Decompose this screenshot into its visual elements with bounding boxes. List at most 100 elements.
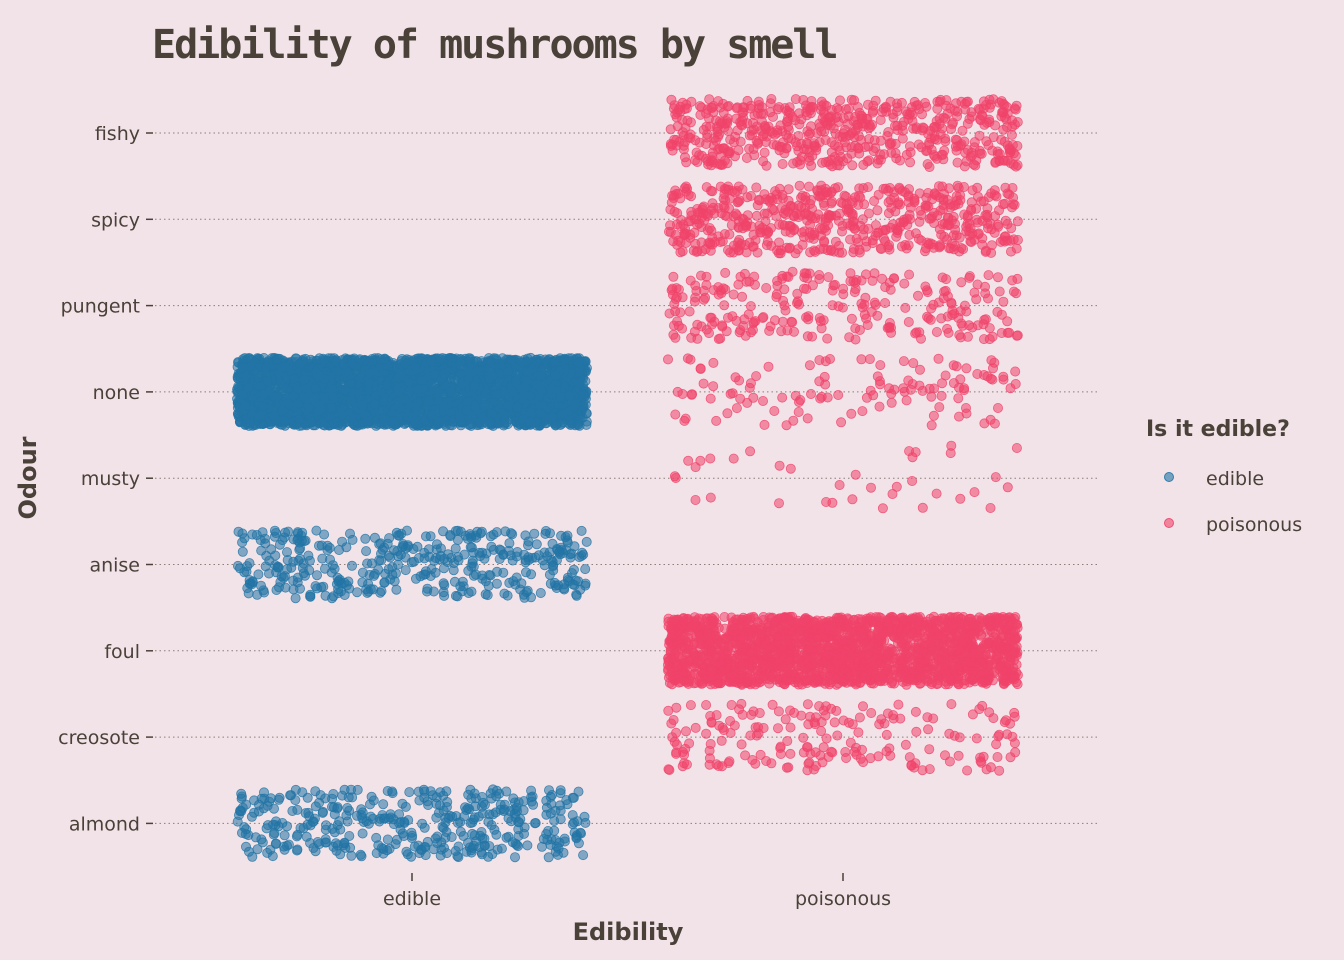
data-point <box>317 807 328 818</box>
data-point <box>298 392 309 403</box>
data-point <box>369 532 380 543</box>
data-point <box>523 540 534 551</box>
data-point <box>841 753 852 764</box>
data-point <box>423 396 434 407</box>
data-point <box>469 380 480 391</box>
data-point <box>311 570 322 581</box>
data-point <box>313 405 324 416</box>
data-point <box>327 390 338 401</box>
data-point <box>469 788 480 799</box>
data-point <box>442 797 453 808</box>
data-point <box>247 529 258 540</box>
data-point <box>256 834 267 845</box>
data-point <box>363 378 374 389</box>
data-point <box>305 820 316 831</box>
data-point <box>531 539 542 550</box>
data-point <box>453 841 464 852</box>
data-point <box>500 526 511 537</box>
data-point <box>239 567 250 578</box>
data-point <box>479 833 490 844</box>
data-point <box>562 530 573 541</box>
data-point <box>425 571 436 582</box>
points-edible-none <box>232 352 592 431</box>
data-point <box>535 588 546 599</box>
data-point <box>425 786 436 797</box>
data-point <box>740 750 751 761</box>
data-point <box>440 817 451 828</box>
data-point <box>281 547 292 558</box>
data-point <box>237 362 248 373</box>
data-point <box>319 420 330 431</box>
data-point <box>681 726 692 737</box>
data-point <box>535 408 546 419</box>
data-point <box>401 358 412 369</box>
data-point <box>240 371 251 382</box>
data-point <box>497 408 508 419</box>
data-point <box>492 389 503 400</box>
data-point <box>574 420 585 431</box>
data-point <box>991 739 1002 750</box>
data-point <box>363 416 374 427</box>
data-point <box>319 391 330 402</box>
data-point <box>379 577 390 588</box>
data-point <box>526 796 537 807</box>
data-point <box>470 801 481 812</box>
data-point <box>775 741 786 752</box>
data-point <box>911 726 922 737</box>
data-point <box>1001 715 1012 726</box>
data-point <box>543 852 554 863</box>
data-point <box>268 411 279 422</box>
data-point <box>347 792 358 803</box>
data-point <box>785 722 796 733</box>
data-point <box>798 732 809 743</box>
data-point <box>736 698 747 709</box>
data-point <box>532 380 543 391</box>
data-point <box>346 560 357 571</box>
data-point <box>232 816 243 827</box>
data-point <box>482 590 493 601</box>
data-point <box>384 533 395 544</box>
data-point <box>519 822 530 833</box>
data-point <box>244 558 255 569</box>
data-point <box>271 585 282 596</box>
data-point <box>946 699 957 710</box>
data-point <box>745 730 756 741</box>
data-point <box>290 784 301 795</box>
data-point <box>270 560 281 571</box>
data-point <box>508 804 519 815</box>
data-point <box>255 410 266 421</box>
data-point <box>403 377 414 388</box>
data-point <box>508 793 519 804</box>
data-point <box>571 833 582 844</box>
data-point <box>435 416 446 427</box>
data-point <box>520 555 531 566</box>
data-point <box>885 750 896 761</box>
data-point <box>705 711 716 722</box>
data-point <box>376 586 387 597</box>
data-point <box>283 839 294 850</box>
data-point <box>397 798 408 809</box>
data-point <box>357 567 368 578</box>
data-point <box>475 417 486 428</box>
data-point <box>342 816 353 827</box>
data-point <box>832 730 843 741</box>
data-point <box>409 361 420 372</box>
data-point <box>565 549 576 560</box>
data-point <box>704 759 715 770</box>
data-point <box>555 814 566 825</box>
data-point <box>510 579 521 590</box>
data-point <box>438 526 449 537</box>
data-point <box>382 360 393 371</box>
data-point <box>391 584 402 595</box>
data-point <box>429 369 440 380</box>
data-point <box>352 587 363 598</box>
data-point <box>484 841 495 852</box>
data-point <box>487 370 498 381</box>
data-point <box>292 572 303 583</box>
data-point <box>559 836 570 847</box>
data-point <box>249 807 260 818</box>
data-point <box>258 803 269 814</box>
data-point <box>809 764 820 775</box>
data-point <box>467 828 478 839</box>
